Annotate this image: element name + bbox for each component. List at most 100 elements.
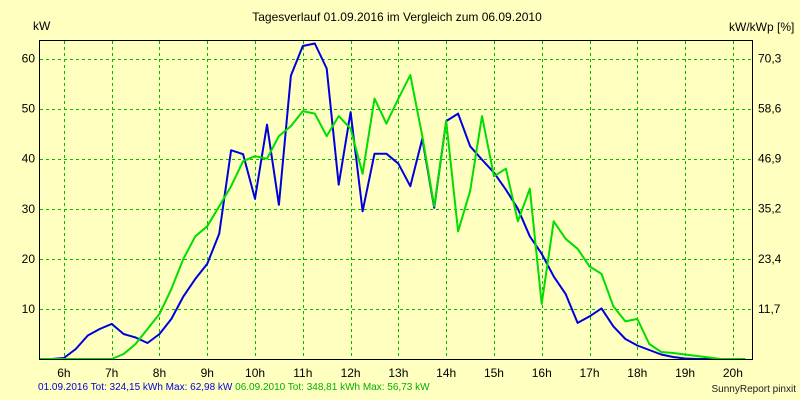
- data-point: [493, 175, 495, 177]
- x-tick-label: 7h: [105, 366, 118, 380]
- data-point: [314, 112, 316, 115]
- data-point: [385, 122, 388, 125]
- x-tick-label: 11h: [293, 366, 312, 380]
- data-point: [158, 333, 161, 335]
- data-point: [624, 320, 627, 323]
- data-point: [612, 305, 615, 308]
- data-point: [146, 328, 149, 330]
- data-point: [636, 344, 639, 347]
- data-point: [254, 155, 256, 157]
- data-point: [552, 220, 555, 223]
- data-point: [552, 275, 555, 278]
- x-tick-label: 16h: [532, 366, 552, 380]
- data-point: [421, 135, 424, 137]
- x-tick-label: 8h: [153, 366, 166, 380]
- data-point: [206, 225, 208, 228]
- x-tick-label: 20h: [723, 366, 743, 380]
- y2-tick-label: 46,9: [758, 152, 782, 166]
- data-point: [194, 278, 197, 280]
- y2-tick-label: 70,3: [758, 52, 782, 66]
- data-point: [600, 307, 603, 310]
- y-tick-label: 60: [22, 52, 36, 66]
- data-point: [158, 313, 161, 315]
- data-point: [564, 293, 567, 295]
- data-point: [517, 208, 519, 210]
- data-point: [397, 97, 400, 100]
- data-point: [325, 67, 328, 70]
- footer-credit: SunnyReport pinxit: [711, 384, 797, 395]
- data-point: [708, 356, 710, 359]
- footer-summary: 01.09.2016 Tot: 324,15 kWh Max: 62,98 kW…: [38, 382, 430, 393]
- data-point: [505, 188, 507, 191]
- data-point: [672, 356, 674, 358]
- x-tick-label: 18h: [627, 366, 647, 380]
- data-point: [457, 112, 459, 115]
- y-axis-left-label: kW: [33, 19, 51, 33]
- data-point: [409, 74, 412, 76]
- data-point: [576, 322, 579, 324]
- data-point: [242, 160, 244, 162]
- y-axis-right-label: kW/kWp [%]: [729, 20, 794, 34]
- y2-tick-label: 35,2: [758, 202, 782, 216]
- y-tick-label: 50: [22, 102, 36, 116]
- data-point: [349, 127, 352, 130]
- data-point: [564, 238, 567, 240]
- data-point: [469, 145, 471, 147]
- data-point: [122, 333, 125, 335]
- data-point: [385, 152, 388, 155]
- data-point: [588, 265, 591, 268]
- data-point: [290, 125, 292, 127]
- x-tick-label: 6h: [57, 366, 70, 380]
- data-point: [636, 318, 639, 320]
- plot-frame: [39, 40, 753, 360]
- data-point: [194, 235, 197, 238]
- data-point: [684, 357, 686, 360]
- data-point: [576, 248, 579, 250]
- y-tick-label: 10: [22, 302, 36, 316]
- x-tick-label: 19h: [675, 366, 695, 380]
- data-point: [361, 210, 364, 213]
- data-point: [98, 328, 101, 330]
- data-point: [529, 235, 531, 238]
- data-point: [648, 343, 651, 345]
- data-point: [134, 336, 137, 339]
- y-tick-label: 30: [22, 202, 36, 216]
- data-point: [314, 42, 316, 45]
- data-point: [122, 353, 125, 355]
- x-tick-label: 9h: [201, 366, 214, 380]
- data-point: [648, 349, 651, 351]
- data-point: [660, 353, 662, 356]
- data-point: [337, 115, 340, 117]
- data-point: [588, 315, 591, 318]
- data-point: [529, 187, 531, 190]
- data-point: [230, 185, 232, 187]
- y-tick-label: 40: [22, 152, 36, 166]
- data-point: [110, 323, 113, 325]
- series-line-1: [40, 42, 745, 360]
- data-point: [182, 258, 185, 260]
- data-point: [278, 204, 280, 206]
- data-point: [266, 157, 268, 160]
- data-point: [361, 172, 364, 175]
- footer-summary-blue: 01.09.2016 Tot: 324,15 kWh Max: 62,98 kW: [38, 382, 233, 393]
- data-point: [600, 273, 603, 275]
- y2-tick-label: 23,4: [758, 252, 782, 266]
- data-point: [445, 120, 448, 122]
- data-point: [266, 123, 268, 126]
- data-point: [517, 220, 519, 223]
- data-point: [672, 352, 674, 354]
- footer-summary-green: 06.09.2010 Tot: 348,81 kWh Max: 56,73 kW: [235, 382, 430, 393]
- data-point: [373, 152, 376, 155]
- x-tick-label: 14h: [436, 366, 456, 380]
- data-point: [290, 74, 292, 77]
- data-point: [218, 205, 220, 208]
- data-point: [409, 185, 412, 187]
- data-point: [373, 97, 376, 100]
- data-point: [218, 233, 220, 235]
- x-tick-label: 12h: [341, 366, 361, 380]
- data-point: [242, 153, 244, 155]
- x-tick-label: 10h: [245, 366, 265, 380]
- data-point: [660, 351, 662, 353]
